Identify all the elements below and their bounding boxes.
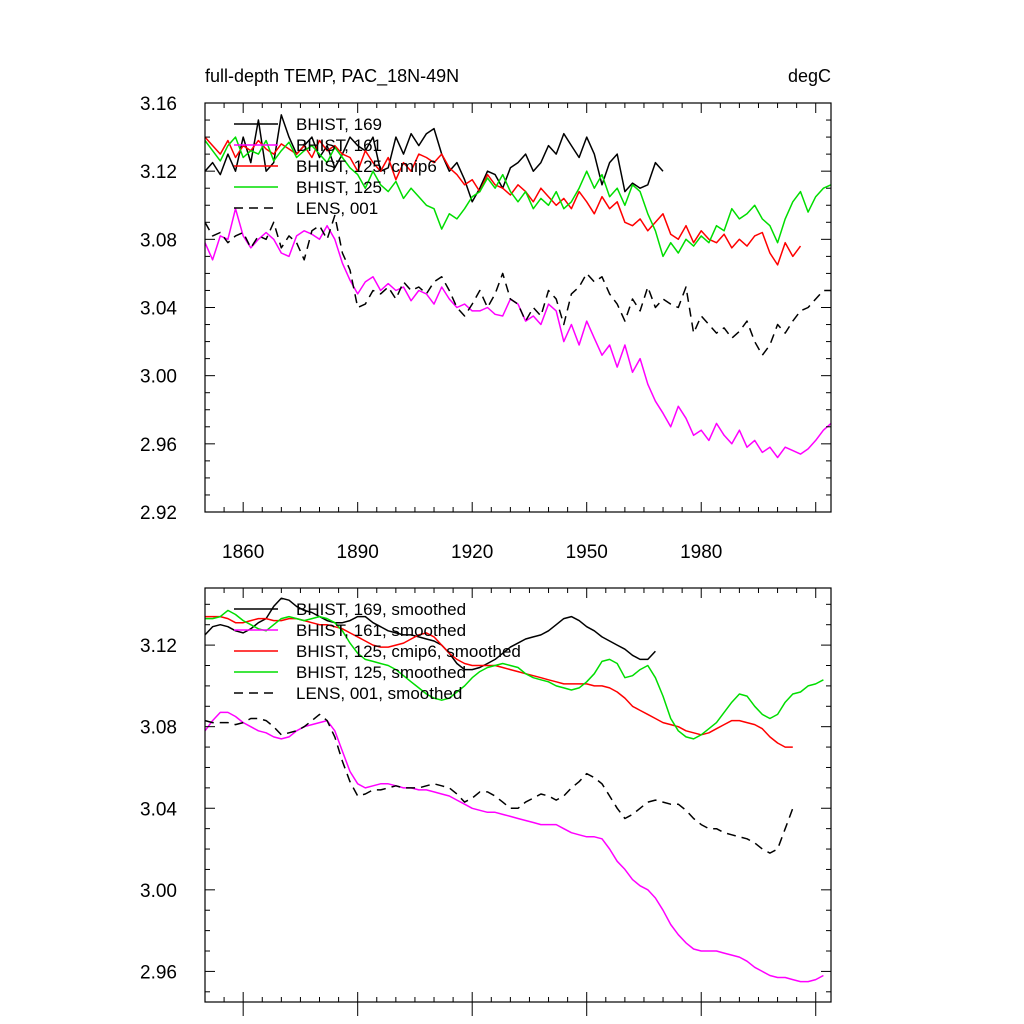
series-line-0 xyxy=(204,597,656,671)
series-line-2 xyxy=(204,136,802,266)
y-tick-label: 3.08 xyxy=(140,230,177,251)
panel-top: 1860 1890 1920 1950 1980 2.92 2.96 3.00 3.04 3.08… xyxy=(140,66,832,563)
y-tick-label: 3.16 xyxy=(140,94,177,115)
series-line-2 xyxy=(205,615,793,748)
x-tick-label: 1980 xyxy=(680,542,722,563)
legend-label: BHIST, 169, smoothed xyxy=(296,600,466,619)
legend-label: BHIST, 125, cmip6, smoothed xyxy=(296,642,521,661)
y-tick-label: 2.96 xyxy=(140,435,177,456)
plot-frame xyxy=(204,587,832,1003)
series-line-1 xyxy=(204,711,824,983)
y-tick-label: 3.08 xyxy=(140,718,177,739)
series-line-4 xyxy=(204,214,831,356)
legend-label: BHIST, 125, cmip6 xyxy=(296,157,437,176)
y-tick-label: 3.12 xyxy=(140,162,177,183)
y-tick-label: 3.04 xyxy=(140,299,177,320)
series-line-4 xyxy=(204,713,794,854)
y-tick-label: 3.00 xyxy=(140,881,177,902)
legend-label: BHIST, 161 xyxy=(296,136,382,155)
y-tick-label: 3.04 xyxy=(140,799,177,820)
y-tick-label: 2.92 xyxy=(140,503,177,524)
x-tick-label: 1860 xyxy=(222,542,264,563)
x-tick-label: 1920 xyxy=(451,542,493,563)
x-tick-label: 1890 xyxy=(337,542,379,563)
legend-label: LENS, 001, smoothed xyxy=(296,684,462,703)
panel-bottom: 2.96 3.00 3.04 3.08 3.12 BHIST, 169, smoothed… xyxy=(140,587,832,1016)
legend-label: BHIST, 125 xyxy=(296,178,382,197)
series-line-3 xyxy=(204,136,832,258)
chart-title: full-depth TEMP, PAC_18N-49N xyxy=(205,66,459,87)
legend-label: BHIST, 161, smoothed xyxy=(296,621,466,640)
series-line-1 xyxy=(204,207,832,459)
y-tick-label: 3.00 xyxy=(140,367,177,388)
y-tick-label: 2.96 xyxy=(140,962,177,983)
series-line-3 xyxy=(205,609,824,740)
legend-label: BHIST, 169 xyxy=(296,115,382,134)
legend-label: LENS, 001 xyxy=(296,199,378,218)
units-label: degC xyxy=(788,66,831,86)
x-tick-label: 1950 xyxy=(566,542,608,563)
y-tick-label: 3.12 xyxy=(140,636,177,657)
series-line-0 xyxy=(204,114,664,203)
legend-label: BHIST, 125, smoothed xyxy=(296,663,466,682)
